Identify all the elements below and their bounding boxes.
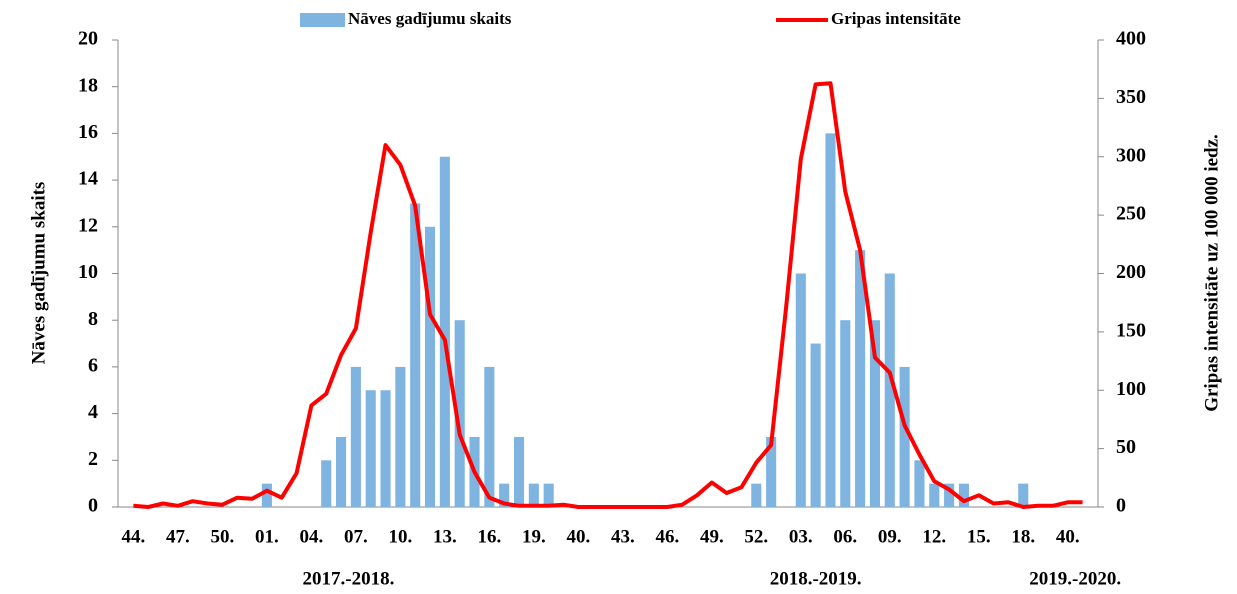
bar	[825, 133, 836, 507]
x-tick-label: 46.	[655, 526, 679, 547]
x-tick-label: 40.	[566, 526, 590, 547]
y-tick-label: 10	[78, 261, 98, 283]
bar	[528, 483, 539, 507]
y-tick-label: 14	[78, 168, 98, 190]
bar	[543, 483, 554, 507]
y-tick-label: 8	[88, 308, 98, 330]
bar	[869, 320, 880, 507]
bar	[380, 390, 391, 507]
x-tick-label: 18.	[1011, 526, 1035, 547]
bar	[751, 483, 762, 507]
bar	[261, 483, 272, 507]
bar	[810, 343, 821, 507]
y2-tick-label: 200	[1116, 261, 1146, 283]
y2-tick-label: 0	[1116, 495, 1126, 517]
x-tick-label: 04.	[300, 526, 324, 547]
x-tick-label: 52.	[744, 526, 768, 547]
y-tick-label: 18	[78, 74, 98, 96]
x-tick-label: 15.	[967, 526, 991, 547]
bar	[914, 460, 925, 507]
y2-tick-label: 250	[1116, 203, 1146, 225]
x-tick-label: 16.	[477, 526, 501, 547]
y2-tick-label: 350	[1116, 86, 1146, 108]
x-tick-label: 12.	[922, 526, 946, 547]
bar	[884, 273, 895, 507]
x-tick-label: 43.	[611, 526, 635, 547]
y-axis-title: Nāves gadījumu skaits	[28, 182, 49, 365]
bar	[454, 320, 465, 507]
x-tick-label: 10.	[388, 526, 412, 547]
bar	[929, 483, 940, 507]
x-tick-label: 01.	[255, 526, 279, 547]
y2-axis-title: Gripas intensitāte uz 100 000 iedz.	[1201, 134, 1222, 412]
y-tick-label: 6	[88, 354, 98, 376]
bar	[899, 366, 910, 507]
y2-tick-label: 100	[1116, 378, 1146, 400]
bar	[1018, 483, 1029, 507]
x-tick-label: 09.	[878, 526, 902, 547]
group-label: 2019.-2020.	[1029, 568, 1121, 589]
group-label: 2018.-2019.	[770, 568, 862, 589]
bar	[855, 250, 866, 507]
legend-label: Nāves gadījumu skaits	[348, 9, 512, 28]
bar	[944, 483, 955, 507]
y-tick-label: 16	[78, 121, 98, 143]
bar	[321, 460, 332, 507]
x-tick-label: 49.	[700, 526, 724, 547]
bar	[439, 156, 450, 507]
bar	[410, 203, 421, 507]
legend-label: Gripas intensitāte	[831, 9, 961, 28]
y2-tick-label: 400	[1116, 28, 1146, 50]
y2-tick-label: 50	[1116, 436, 1136, 458]
bar	[766, 436, 777, 507]
y-tick-label: 12	[78, 214, 98, 236]
y2-tick-label: 150	[1116, 319, 1146, 341]
x-tick-label: 19.	[522, 526, 546, 547]
bar	[336, 436, 347, 507]
y-tick-label: 20	[78, 28, 98, 50]
bar	[365, 390, 376, 507]
bar	[795, 273, 806, 507]
x-tick-label: 47.	[166, 526, 190, 547]
y2-tick-label: 300	[1116, 144, 1146, 166]
x-tick-label: 03.	[789, 526, 813, 547]
y-tick-label: 4	[88, 401, 98, 423]
line	[133, 81, 1083, 509]
x-tick-label: 40.	[1056, 526, 1080, 547]
x-tick-label: 06.	[833, 526, 857, 547]
group-label: 2017.-2018.	[303, 568, 395, 589]
bar	[395, 366, 406, 507]
bar	[350, 366, 361, 507]
bar	[958, 483, 969, 507]
x-tick-label: 50.	[211, 526, 235, 547]
y-tick-label: 2	[88, 448, 98, 470]
bar	[513, 436, 525, 507]
y-tick-label: 0	[88, 495, 98, 517]
bar	[840, 320, 851, 507]
bar	[484, 366, 495, 507]
x-tick-label: 13.	[433, 526, 457, 547]
bar	[424, 226, 436, 508]
x-tick-label: 07.	[344, 526, 368, 547]
bar	[499, 483, 510, 507]
x-tick-label: 44.	[122, 526, 146, 547]
legend-swatch	[300, 13, 345, 27]
